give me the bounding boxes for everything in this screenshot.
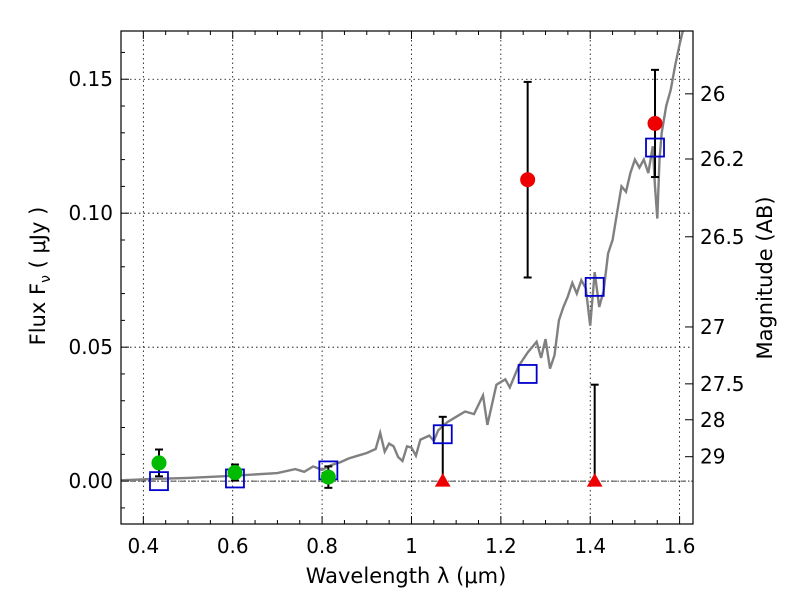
- x-axis-title: Wavelength λ (μm): [306, 564, 507, 588]
- y-tick-label: 0.10: [68, 201, 113, 225]
- grid: [121, 31, 693, 524]
- template-sed-line: [121, 31, 685, 482]
- x-tick-label: 0.8: [306, 534, 338, 558]
- optical-point: [320, 469, 336, 485]
- mag-tick-label: 28: [700, 408, 725, 432]
- mag-tick-label: 27.5: [700, 372, 745, 396]
- model-box-marker: [584, 276, 605, 297]
- x-tick-label: 1.4: [574, 534, 606, 558]
- y-axis-title: Flux Fν ( μJy ): [26, 207, 54, 346]
- y-tick-label: 0.05: [68, 335, 113, 359]
- template-layer: [121, 31, 685, 482]
- y-axis-title-subscript: ν: [38, 275, 54, 283]
- y-tick-label: 0.00: [68, 469, 113, 493]
- nir-point: [647, 115, 663, 131]
- mag-tick-label: 26: [700, 82, 725, 106]
- y-tick-label: 0.15: [68, 67, 113, 91]
- mag-tick-label: 26.5: [700, 225, 745, 249]
- x-tick-label: 0.4: [127, 534, 159, 558]
- x-tick-label: 1.6: [664, 534, 696, 558]
- mag-tick-label: 29: [700, 445, 725, 469]
- upper-limit-marker: [586, 473, 603, 487]
- optical-point: [227, 465, 243, 481]
- x-tick-label: 1: [405, 534, 418, 558]
- model-box-marker: [517, 364, 538, 384]
- errorbar-layer: [154, 68, 660, 489]
- x-tick-label: 1.2: [485, 534, 517, 558]
- nir-point: [520, 172, 536, 188]
- plot-frame: [120, 30, 694, 525]
- mag-tick-label: 27: [700, 315, 725, 339]
- upper-limit-marker: [434, 473, 451, 487]
- magnitude-axis-title: Magnitude (AB): [753, 196, 777, 359]
- model-box-marker: [645, 137, 665, 158]
- marker-layer: [149, 115, 665, 492]
- model-box-marker: [149, 471, 169, 492]
- y-axis-title-unit: ( μJy ): [26, 207, 50, 275]
- model-box-marker: [432, 424, 453, 445]
- y-axis-title-main: Flux F: [26, 283, 50, 345]
- mag-tick-label: 26.2: [700, 147, 745, 171]
- tick-layer: 0.4 0.6 0.8 1 1.2 1.4 1.6 0.00 0.05 0.10 0.15 26 26.…: [68, 31, 745, 558]
- optical-point: [151, 455, 167, 471]
- x-tick-label: 0.6: [217, 534, 249, 558]
